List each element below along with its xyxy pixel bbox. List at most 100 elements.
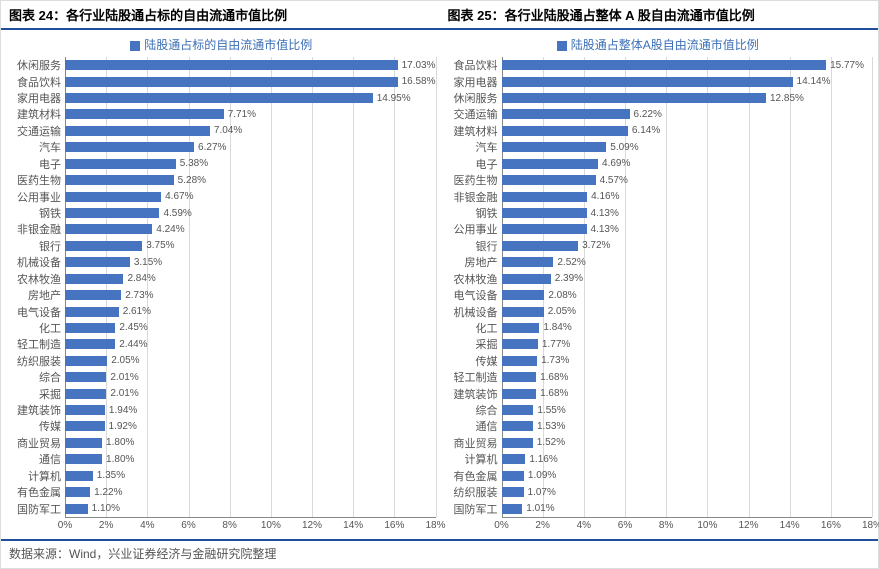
category-label: 房地产 — [7, 287, 65, 303]
bar-row: 医药生物 5.28% — [7, 172, 436, 188]
bar — [65, 307, 119, 317]
bar-row: 商业贸易 1.80% — [7, 435, 436, 451]
bar-area: 1.35% — [65, 468, 436, 484]
bar — [502, 356, 538, 366]
bar-area: 2.45% — [65, 320, 436, 336]
bar-area: 1.07% — [502, 484, 873, 500]
bar-area: 4.69% — [502, 156, 873, 172]
bar — [65, 175, 174, 185]
bar — [65, 454, 102, 464]
category-label: 机械设备 — [7, 254, 65, 270]
category-label: 通信 — [444, 418, 502, 434]
bar-value-label: 14.14% — [793, 76, 831, 87]
bar — [502, 290, 545, 300]
bar-area: 1.01% — [502, 500, 873, 516]
bar-value-label: 1.80% — [102, 437, 134, 448]
bar — [502, 175, 596, 185]
bar-area: 3.15% — [65, 254, 436, 270]
x-tick-label: 6% — [181, 520, 195, 531]
bar-value-label: 1.01% — [522, 503, 554, 514]
category-label: 交通运输 — [444, 106, 502, 122]
bar-value-label: 15.77% — [826, 60, 864, 71]
category-label: 银行 — [444, 238, 502, 254]
bar-row: 银行3.75% — [7, 238, 436, 254]
bar-area: 2.01% — [65, 385, 436, 401]
bar — [65, 142, 194, 152]
bar-row: 房地产2.52% — [444, 254, 873, 270]
bar-row: 钢铁4.59% — [7, 205, 436, 221]
bar — [65, 274, 123, 284]
bar — [502, 126, 628, 136]
bar-value-label: 3.72% — [578, 240, 610, 251]
bar-area: 1.80% — [65, 435, 436, 451]
bar-area: 4.24% — [65, 221, 436, 237]
category-label: 电气设备 — [444, 287, 502, 303]
bar-value-label: 4.13% — [587, 208, 619, 219]
bar-value-label: 2.45% — [115, 322, 147, 333]
bar-row: 汽车6.27% — [7, 139, 436, 155]
bar-row: 轻工制造2.44% — [7, 336, 436, 352]
bar-area: 12.85% — [502, 90, 873, 106]
bar-row: 机械设备2.05% — [444, 303, 873, 319]
bar-value-label: 1.35% — [93, 470, 125, 481]
category-label: 食品饮料 — [444, 57, 502, 73]
bar-value-label: 4.13% — [587, 224, 619, 235]
bar-area: 1.84% — [502, 320, 873, 336]
bar-value-label: 6.14% — [628, 125, 660, 136]
bar-value-label: 1.55% — [533, 405, 565, 416]
category-label: 传媒 — [444, 353, 502, 369]
bar-area: 6.27% — [65, 139, 436, 155]
legend-swatch-icon — [130, 41, 140, 51]
bar-row: 建筑装饰1.94% — [7, 402, 436, 418]
bar-value-label: 1.22% — [90, 487, 122, 498]
bar-area: 4.59% — [65, 205, 436, 221]
x-tick-label: 2% — [535, 520, 549, 531]
bar-row: 纺织服装1.07% — [444, 484, 873, 500]
bar — [502, 307, 544, 317]
bar-row: 综合2.01% — [7, 369, 436, 385]
bar-value-label: 6.27% — [194, 142, 226, 153]
titles-row: 图表 24：各行业陆股通占标的自由流通市值比例 图表 25：各行业陆股通占整体 … — [1, 1, 878, 30]
bar-value-label: 2.84% — [123, 273, 155, 284]
category-label: 商业贸易 — [7, 435, 65, 451]
bar — [65, 323, 115, 333]
bar-area: 2.52% — [502, 254, 873, 270]
bar-value-label: 1.77% — [538, 339, 570, 350]
bar — [502, 471, 524, 481]
bar-value-label: 17.03% — [398, 60, 436, 71]
figure-container: 图表 24：各行业陆股通占标的自由流通市值比例 图表 25：各行业陆股通占整体 … — [0, 0, 879, 569]
bar-value-label: 1.16% — [525, 454, 557, 465]
bar-row: 家用电器14.14% — [444, 73, 873, 89]
bar — [65, 356, 107, 366]
category-label: 农林牧渔 — [7, 271, 65, 287]
bar-value-label: 1.52% — [533, 437, 565, 448]
bar-value-label: 5.38% — [176, 158, 208, 169]
bar-area: 1.73% — [502, 353, 873, 369]
bar — [502, 208, 587, 218]
left-panel: 陆股通占标的自由流通市值比例 休闲服务17.03%食品饮料16.58%家用电器1… — [7, 34, 436, 539]
category-label: 化工 — [7, 320, 65, 336]
category-label: 医药生物 — [7, 172, 65, 188]
category-label: 采掘 — [444, 336, 502, 352]
bar-value-label: 1.10% — [88, 503, 120, 514]
bar-area: 1.09% — [502, 468, 873, 484]
bar-value-label: 2.01% — [106, 388, 138, 399]
gridline — [436, 57, 437, 517]
bar-area: 2.44% — [65, 336, 436, 352]
bar-value-label: 2.08% — [544, 290, 576, 301]
bar-area: 2.08% — [502, 287, 873, 303]
bar-row: 电气设备 2.08% — [444, 287, 873, 303]
x-tick-label: 8% — [222, 520, 236, 531]
bar — [502, 159, 599, 169]
bar — [65, 77, 398, 87]
bar-row: 农林牧渔2.39% — [444, 270, 873, 286]
bar-value-label: 5.28% — [174, 175, 206, 186]
bar-row: 机械设备3.15% — [7, 254, 436, 270]
bar — [502, 323, 540, 333]
right-chart-title: 图表 25：各行业陆股通占整体 A 股自由流通市值比例 — [440, 1, 879, 28]
bar-row: 化工 2.45% — [7, 320, 436, 336]
category-label: 电气设备 — [7, 304, 65, 320]
bar-area: 1.68% — [502, 385, 873, 401]
bar-area: 6.22% — [502, 106, 873, 122]
bar-area: 1.92% — [65, 418, 436, 434]
